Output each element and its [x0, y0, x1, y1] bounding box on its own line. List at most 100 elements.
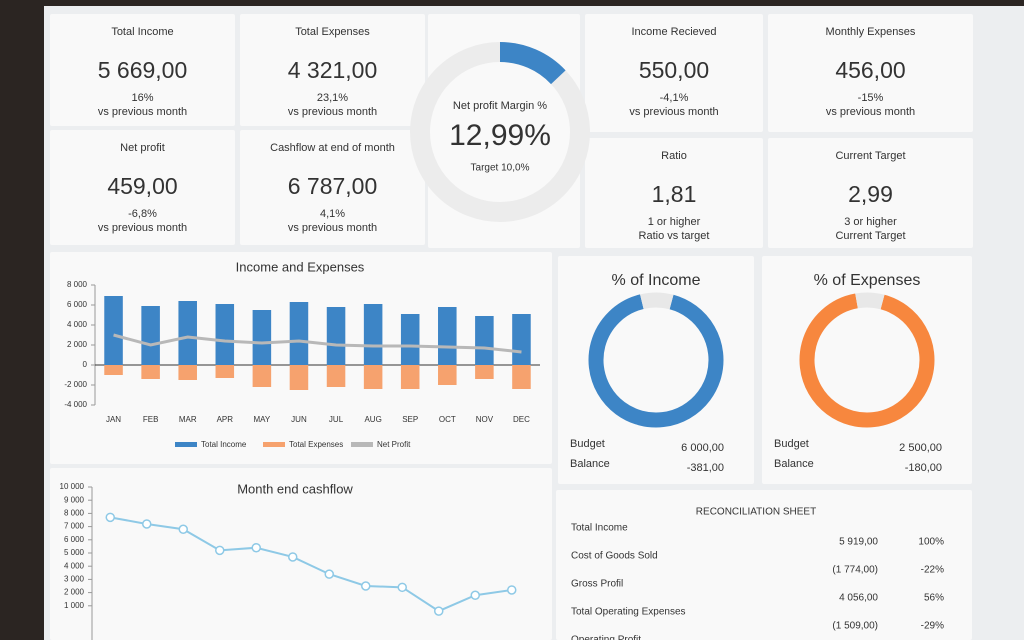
- gauge-value: 12,99%: [449, 119, 551, 152]
- legend-label: Net Profit: [377, 440, 411, 449]
- panel: [50, 468, 552, 640]
- kpi-value: 5 669,00: [98, 57, 188, 83]
- kpi-note: vs previous month: [288, 222, 377, 234]
- row-label: Gross Profil: [571, 579, 623, 590]
- kpi-title: Total Income: [111, 26, 173, 38]
- panel: [558, 256, 754, 484]
- bar: [475, 365, 494, 379]
- point: [105, 512, 115, 523]
- y-tick-label: 10 000: [60, 482, 85, 491]
- kpi-change: 16%: [131, 92, 153, 104]
- legend-swatch: [175, 442, 197, 447]
- x-tick-label: JAN: [106, 415, 121, 424]
- panel: [240, 130, 425, 245]
- budget-value: 6 000,00: [681, 442, 724, 454]
- y-tick-label: -4 000: [64, 400, 87, 409]
- kpi-note: vs previous month: [629, 106, 718, 118]
- bar: [400, 365, 420, 389]
- kpi-title: Ratio: [661, 150, 687, 162]
- kpi-note: Ratio vs target: [639, 230, 710, 242]
- kpi-note: vs previous month: [98, 222, 187, 234]
- row-amount: 4 056,00: [839, 593, 878, 604]
- kpi-note: vs previous month: [288, 106, 377, 118]
- bar: [289, 365, 309, 390]
- y-tick-label: 2 000: [64, 588, 85, 597]
- y-tick-label: 5 000: [64, 548, 85, 557]
- bar: [512, 314, 531, 365]
- panel: [50, 14, 235, 126]
- panel: [585, 14, 763, 132]
- kpi-title: Net profit: [120, 142, 165, 154]
- budget-label: Budget: [570, 438, 605, 450]
- y-tick-label: 8 000: [67, 280, 88, 289]
- kpi-value: 456,00: [835, 57, 905, 83]
- x-tick-label: JUN: [291, 415, 307, 424]
- x-tick-label: FEB: [143, 415, 159, 424]
- bar: [215, 365, 235, 378]
- y-tick-label: 6 000: [67, 300, 88, 309]
- y-tick-label: 4 000: [67, 320, 88, 329]
- panel: [768, 14, 973, 132]
- legend-swatch: [351, 442, 373, 447]
- kpi-title: Cashflow at end of month: [270, 142, 395, 154]
- y-tick-label: 3 000: [64, 575, 85, 584]
- chart-title: Income and Expenses: [236, 259, 365, 274]
- row-label: Cost of Goods Sold: [571, 551, 658, 562]
- net-profit-line: [113, 333, 522, 354]
- kpi-value: 550,00: [639, 57, 709, 83]
- bar: [438, 307, 457, 365]
- donut-segment: [799, 292, 935, 428]
- x-tick-label: OCT: [439, 415, 456, 424]
- x-tick-label: APR: [217, 415, 234, 424]
- y-tick-label: 1 000: [64, 601, 85, 610]
- bar: [141, 365, 160, 379]
- kpi-value: 2,99: [848, 181, 893, 207]
- table-title: RECONCILIATION SHEET: [696, 507, 816, 518]
- bar: [141, 306, 160, 365]
- y-tick-label: 4 000: [64, 561, 85, 570]
- budget-value: -381,00: [687, 462, 724, 474]
- budget-label: Budget: [774, 438, 809, 450]
- budget-value: 2 500,00: [899, 442, 942, 454]
- panel: [762, 256, 972, 484]
- y-tick-label: 0: [83, 360, 88, 369]
- row-amount: (1 774,00): [832, 565, 878, 576]
- gauge-arc: [410, 42, 590, 222]
- bar: [289, 302, 309, 365]
- legend-swatch: [263, 442, 285, 447]
- budget-label: Balance: [774, 458, 814, 470]
- row-percent: -29%: [921, 621, 944, 632]
- x-tick-label: MAR: [179, 415, 197, 424]
- donut-title: % of Income: [612, 272, 701, 289]
- point: [434, 606, 444, 616]
- y-tick-label: 8 000: [64, 509, 85, 518]
- row-amount: 5 919,00: [839, 537, 878, 548]
- bar: [215, 304, 235, 365]
- budget-value: -180,00: [905, 462, 942, 474]
- y-tick-label: 6 000: [64, 535, 85, 544]
- row-label: Operating Profit: [571, 635, 641, 640]
- kpi-change: -15%: [858, 92, 884, 104]
- bar: [252, 310, 272, 365]
- point: [361, 581, 371, 591]
- legend-label: Total Income: [201, 440, 247, 449]
- budget-label: Balance: [570, 458, 610, 470]
- bar: [104, 365, 123, 375]
- row-label: Total Operating Expenses: [571, 607, 686, 618]
- kpi-change: 4,1%: [320, 208, 345, 220]
- bar: [178, 365, 197, 380]
- panel: [556, 490, 972, 640]
- y-tick-label: 7 000: [64, 522, 85, 531]
- kpi-change: 3 or higher: [844, 216, 897, 228]
- bar: [363, 365, 383, 389]
- chart-title: Month end cashflow: [237, 481, 353, 496]
- bar: [326, 307, 346, 365]
- kpi-title: Monthly Expenses: [826, 26, 916, 38]
- bar: [363, 304, 383, 365]
- kpi-title: Total Expenses: [295, 26, 370, 38]
- x-tick-label: AUG: [364, 415, 381, 424]
- point: [142, 519, 152, 529]
- bar: [438, 365, 457, 385]
- kpi-change: 1 or higher: [648, 216, 701, 228]
